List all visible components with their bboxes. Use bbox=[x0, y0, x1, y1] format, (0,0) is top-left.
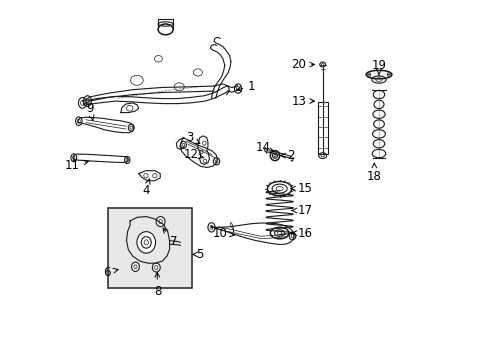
Text: 6: 6 bbox=[103, 266, 118, 279]
Text: 14: 14 bbox=[255, 141, 273, 154]
Ellipse shape bbox=[137, 231, 155, 253]
Text: 7: 7 bbox=[163, 228, 178, 248]
Text: 11: 11 bbox=[64, 159, 88, 172]
Ellipse shape bbox=[373, 100, 383, 109]
Ellipse shape bbox=[366, 70, 391, 79]
Ellipse shape bbox=[372, 90, 384, 99]
Text: 1: 1 bbox=[236, 80, 255, 93]
Bar bbox=[107, 208, 191, 288]
Text: 4: 4 bbox=[142, 179, 150, 197]
Text: 19: 19 bbox=[371, 59, 386, 75]
Ellipse shape bbox=[152, 263, 160, 272]
Text: 15: 15 bbox=[290, 182, 312, 195]
Ellipse shape bbox=[156, 217, 165, 226]
Ellipse shape bbox=[371, 149, 385, 158]
Ellipse shape bbox=[372, 140, 384, 148]
Text: 12: 12 bbox=[183, 148, 203, 161]
Text: 5: 5 bbox=[192, 248, 203, 261]
Text: 18: 18 bbox=[366, 163, 381, 183]
Text: 13: 13 bbox=[291, 95, 314, 108]
Text: 16: 16 bbox=[291, 226, 312, 239]
Ellipse shape bbox=[373, 120, 384, 128]
Ellipse shape bbox=[131, 262, 139, 271]
Text: 10: 10 bbox=[212, 226, 234, 239]
Text: 17: 17 bbox=[291, 204, 312, 217]
Text: 8: 8 bbox=[154, 273, 161, 298]
Bar bbox=[317, 102, 327, 154]
Text: 9: 9 bbox=[86, 102, 94, 121]
Text: 2: 2 bbox=[280, 149, 294, 162]
Text: 20: 20 bbox=[291, 58, 314, 71]
Ellipse shape bbox=[372, 110, 384, 118]
Text: 3: 3 bbox=[186, 131, 200, 144]
Ellipse shape bbox=[372, 130, 385, 138]
